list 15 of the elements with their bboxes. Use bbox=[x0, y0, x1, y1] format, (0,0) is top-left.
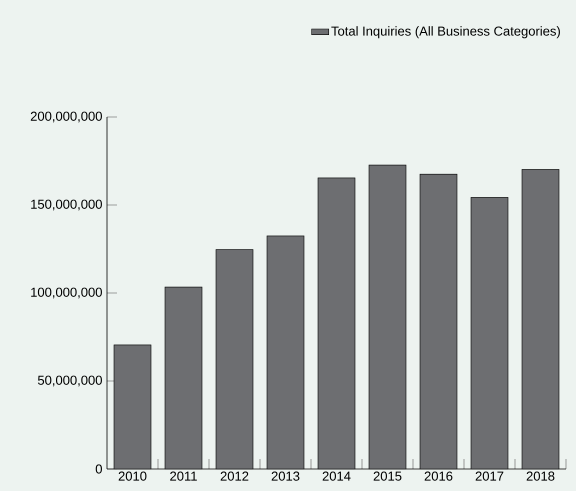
x-tick-label: 2014 bbox=[322, 472, 351, 481]
x-tick-label: 2013 bbox=[272, 472, 300, 481]
y-tick-label: 0 bbox=[96, 464, 102, 474]
x-tick-label: 2011 bbox=[170, 472, 197, 481]
x-tick-label: 2017 bbox=[476, 472, 504, 481]
x-tick-label: 2018 bbox=[526, 472, 554, 481]
x-tick-label: 2012 bbox=[220, 472, 248, 481]
x-tick-label: 2016 bbox=[424, 472, 452, 481]
y-tick-label: 100,000,000 bbox=[31, 288, 102, 298]
x-tick-label: 2015 bbox=[374, 472, 402, 481]
y-tick-label: 200,000,000 bbox=[30, 112, 102, 122]
x-tick-label: 2010 bbox=[118, 472, 146, 481]
y-tick-label: 50,000,000 bbox=[38, 376, 102, 386]
legend-label: Total Inquiries (All Business Categories) bbox=[331, 26, 560, 38]
y-tick-label: 150,000,000 bbox=[31, 200, 102, 210]
